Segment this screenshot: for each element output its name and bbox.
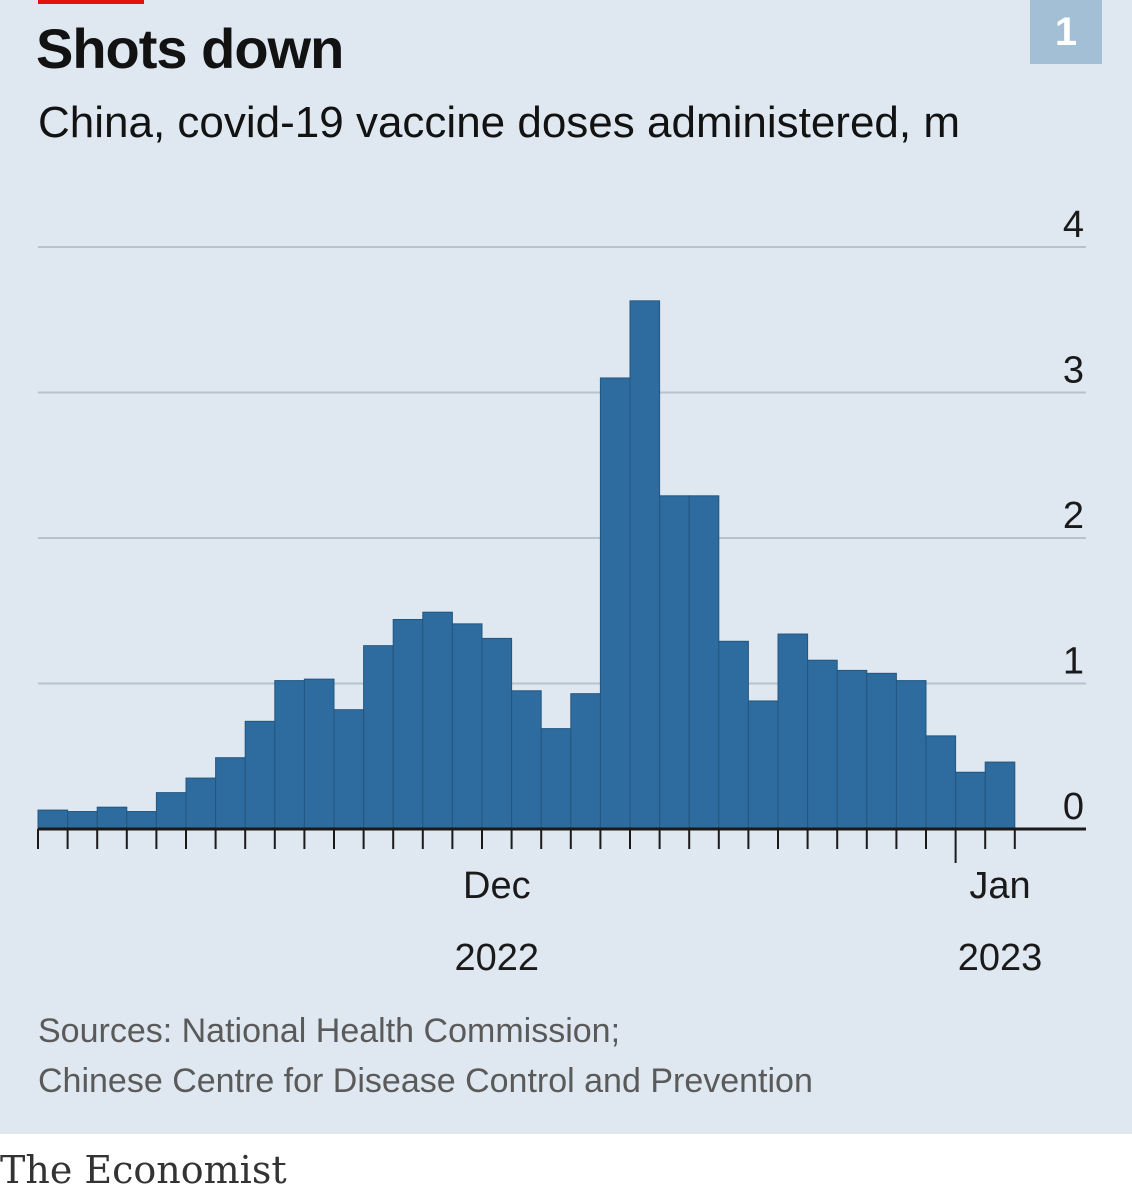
bar-period-10	[303, 678, 335, 830]
bar-period-24	[718, 640, 749, 830]
chart-subtitle: China, covid-19 vaccine doses administer…	[38, 98, 961, 147]
bar-period-1	[37, 809, 69, 830]
x-tick-labels: Dec 2022 Jan 2023	[455, 865, 1043, 979]
chart-title: Shots down	[36, 17, 344, 80]
sources-line-2: Chinese Centre for Disease Control and P…	[38, 1062, 813, 1100]
bar-period-20	[599, 377, 631, 830]
y-tick-label-2: 2	[1063, 495, 1084, 537]
bar-period-15	[451, 623, 483, 830]
bar-period-12	[363, 645, 394, 830]
chart-panel: Shots down China, covid-19 vaccine doses…	[0, 0, 1132, 1134]
bar-period-11	[333, 709, 365, 830]
bar-period-13	[392, 618, 424, 830]
sources-note: Sources: National Health Commission; Chi…	[38, 1006, 813, 1106]
x-tick-label-dec: Dec	[463, 865, 531, 907]
bar-period-9	[274, 680, 305, 830]
bar-period-6	[185, 777, 217, 830]
brand-accent-bar	[38, 0, 144, 4]
bar-period-19	[570, 693, 601, 830]
sources-line-1: Sources: National Health Commission;	[38, 1012, 621, 1050]
x-tick-sublabel-2022: 2022	[455, 937, 540, 979]
bar-period-21	[629, 300, 661, 830]
bar-period-31	[925, 735, 957, 830]
bar-period-17	[511, 690, 542, 830]
bar-period-7	[215, 757, 246, 830]
bar-period-16	[481, 637, 513, 830]
y-tick-label-1: 1	[1063, 641, 1084, 683]
x-tick-label-jan: Jan	[969, 865, 1030, 907]
chart-number-badge: 1	[1030, 0, 1102, 64]
y-tick-label-4: 4	[1063, 204, 1084, 246]
bar-period-14	[422, 611, 453, 830]
x-axis	[37, 827, 1086, 863]
bar-period-5	[155, 792, 187, 830]
bars	[37, 300, 1016, 830]
bar-period-18	[540, 728, 572, 830]
bar-period-27	[807, 659, 838, 830]
bar-period-4	[126, 811, 157, 830]
y-tick-label-3: 3	[1063, 350, 1084, 392]
bar-period-26	[777, 633, 809, 830]
publisher-brand: The Economist	[0, 1148, 287, 1192]
bar-period-8	[244, 720, 276, 830]
bar-period-30	[895, 680, 927, 830]
x-tick-sublabel-2023: 2023	[958, 937, 1043, 979]
y-tick-label-0: 0	[1063, 786, 1084, 828]
bar-period-2	[67, 811, 98, 830]
bar-chart: 0 1 2 3 4 Dec 2022 Jan 2023	[37, 204, 1086, 979]
grid-lines	[38, 246, 1086, 685]
bar-period-25	[747, 700, 779, 830]
bar-period-3	[96, 806, 128, 830]
bar-period-23	[688, 495, 720, 830]
y-tick-labels: 0 1 2 3 4	[1063, 204, 1084, 828]
bar-period-28	[836, 669, 868, 830]
bar-period-32	[955, 771, 986, 830]
bar-period-33	[984, 761, 1016, 830]
bar-period-29	[866, 672, 897, 830]
bar-period-22	[659, 495, 690, 830]
